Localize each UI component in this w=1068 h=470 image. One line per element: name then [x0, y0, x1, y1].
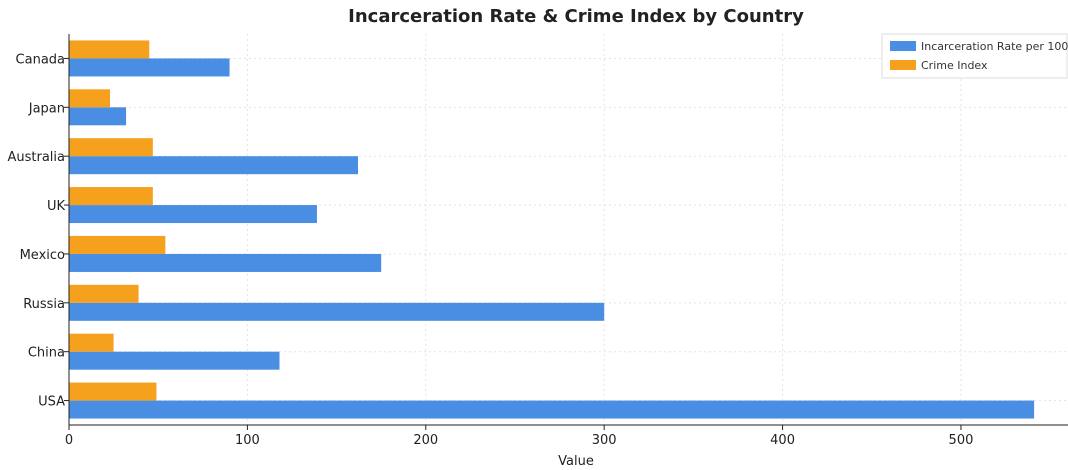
- bar-crime-canada: [69, 40, 150, 59]
- x-ticks: 0 100 200 300 400 500: [65, 425, 974, 448]
- bar-crime-uk: [69, 187, 153, 206]
- bar-incarceration-mexico: [69, 253, 382, 272]
- x-tick-label: 200: [413, 433, 438, 448]
- y-tick-label: Japan: [28, 101, 65, 116]
- y-tick-label: USA: [38, 395, 65, 410]
- bar-incarceration-usa: [69, 400, 1035, 419]
- y-tick-label: China: [28, 346, 65, 361]
- bar-incarceration-russia: [69, 302, 605, 321]
- legend-swatch-crime: [890, 60, 916, 70]
- bar-incarceration-australia: [69, 156, 358, 175]
- y-tick-label: Canada: [16, 52, 65, 67]
- x-tick-label: 500: [949, 433, 974, 448]
- legend: Incarceration Rate per 100 Crime Index: [881, 33, 1068, 79]
- bar-crime-japan: [69, 89, 111, 108]
- y-ticks: USA China Russia Mexico UK Australia Japan Cana…: [7, 52, 69, 410]
- bar-crime-australia: [69, 138, 153, 157]
- x-axis-label: Value: [558, 454, 594, 469]
- x-tick-label: 300: [592, 433, 617, 448]
- bar-incarceration-uk: [69, 205, 317, 224]
- x-tick-label: 100: [235, 433, 260, 448]
- bar-crime-china: [69, 333, 114, 352]
- x-tick-label: 0: [65, 433, 73, 448]
- bars-layer: [69, 40, 1035, 419]
- bar-incarceration-canada: [69, 58, 230, 77]
- bar-crime-usa: [69, 382, 157, 401]
- bar-crime-russia: [69, 284, 139, 303]
- axes-layer: [68, 34, 1068, 426]
- bar-incarceration-china: [69, 351, 280, 370]
- legend-label-crime: Crime Index: [921, 59, 988, 72]
- y-tick-label: Australia: [7, 150, 65, 165]
- y-tick-label: Mexico: [20, 248, 65, 263]
- x-tick-label: 400: [770, 433, 795, 448]
- legend-swatch-incarceration: [890, 41, 916, 51]
- legend-label-incarceration: Incarceration Rate per 100: [921, 40, 1068, 53]
- bar-crime-mexico: [69, 235, 166, 254]
- chart-title: Incarceration Rate & Crime Index by Coun…: [348, 6, 804, 27]
- bar-incarceration-japan: [69, 107, 127, 126]
- y-tick-label: UK: [47, 199, 66, 214]
- y-tick-label: Russia: [23, 297, 65, 312]
